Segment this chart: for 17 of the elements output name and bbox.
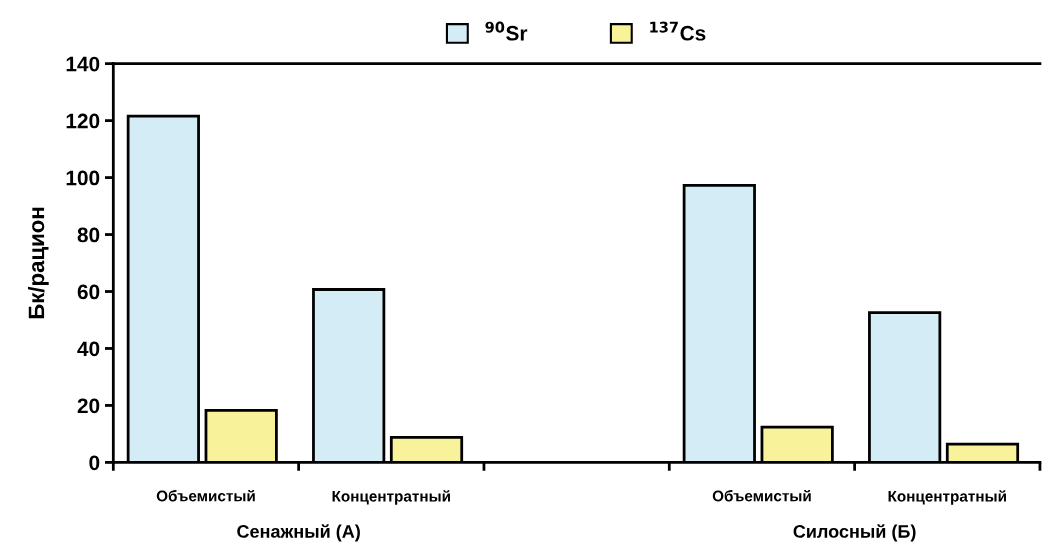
- x-tick-label: Концентратный: [332, 490, 450, 505]
- y-tick-label: 0: [89, 455, 100, 471]
- y-tick-label: 100: [66, 170, 100, 186]
- x-tick-label: Объемистый: [712, 489, 811, 502]
- x-tick-label: Концентратный: [888, 490, 1006, 505]
- y-tick-label: 60: [77, 284, 100, 300]
- legend-label: $^{90}$Sr: [485, 21, 528, 41]
- text: Сенажный (А): [237, 524, 360, 542]
- legend-label: $^{137}$Cs: [650, 21, 706, 41]
- y-tick-label: 80: [77, 227, 100, 243]
- y-axis-title: Бк/рацион: [27, 207, 49, 319]
- x-tick-label: Объемистый: [156, 489, 255, 502]
- y-tick-label: 40: [77, 341, 100, 357]
- text: Силосный (Б): [793, 524, 916, 542]
- y-tick-label: 20: [77, 398, 100, 414]
- y-tick-label: 120: [66, 113, 100, 129]
- y-tick-label: 140: [66, 56, 100, 72]
